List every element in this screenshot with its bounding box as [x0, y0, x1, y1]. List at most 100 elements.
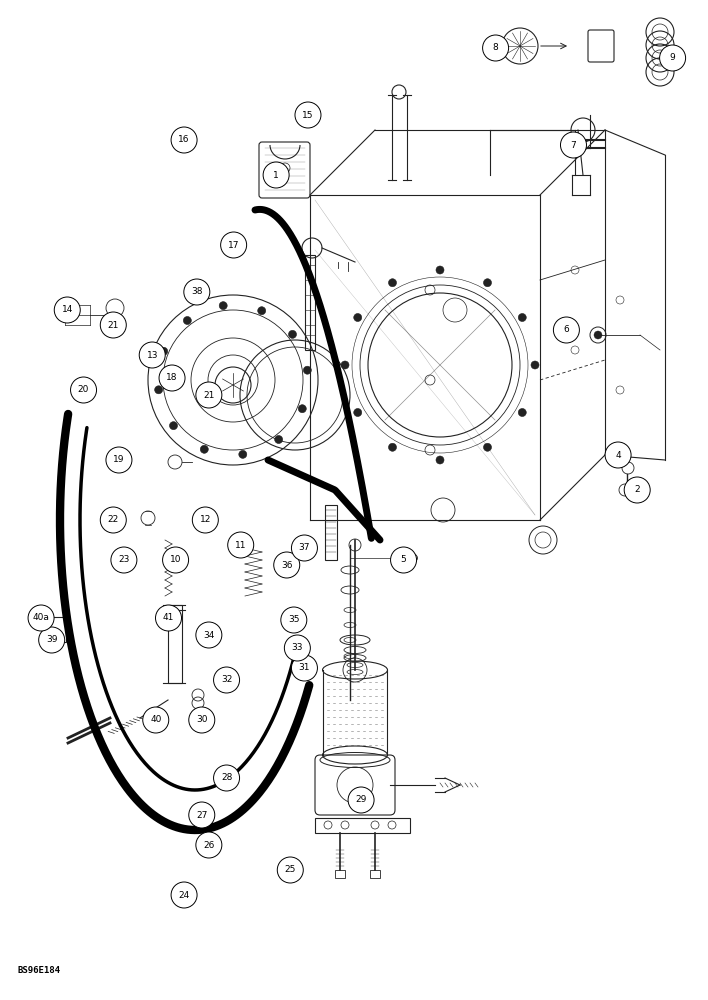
Circle shape	[171, 882, 197, 908]
Circle shape	[156, 605, 181, 631]
Circle shape	[341, 361, 349, 369]
Circle shape	[354, 408, 362, 416]
Circle shape	[169, 422, 178, 430]
Text: 16: 16	[178, 135, 190, 144]
Text: 37: 37	[299, 544, 310, 552]
Text: 27: 27	[196, 810, 207, 820]
Text: 18: 18	[166, 373, 178, 382]
Text: 40a: 40a	[33, 613, 50, 622]
Text: 41: 41	[163, 613, 174, 622]
Text: 20: 20	[78, 385, 89, 394]
Text: 40: 40	[150, 716, 161, 724]
Text: 11: 11	[235, 540, 246, 550]
Circle shape	[436, 266, 444, 274]
Circle shape	[221, 232, 246, 258]
Circle shape	[303, 366, 312, 374]
Circle shape	[389, 279, 396, 287]
Circle shape	[139, 342, 165, 368]
Text: 38: 38	[191, 288, 202, 296]
Circle shape	[483, 35, 508, 61]
Circle shape	[258, 307, 266, 315]
Circle shape	[183, 316, 191, 324]
Text: 29: 29	[355, 796, 367, 804]
Circle shape	[163, 547, 188, 573]
Circle shape	[184, 279, 210, 305]
Circle shape	[200, 445, 208, 453]
Text: 28: 28	[221, 774, 232, 782]
Text: 2: 2	[634, 486, 640, 494]
Text: 21: 21	[203, 390, 215, 399]
Bar	[315, 818, 410, 833]
Circle shape	[154, 386, 163, 394]
Text: 15: 15	[302, 110, 314, 119]
Circle shape	[239, 450, 247, 458]
Circle shape	[298, 405, 307, 413]
Circle shape	[160, 347, 168, 355]
Circle shape	[189, 707, 215, 733]
Circle shape	[219, 302, 227, 310]
Circle shape	[71, 377, 96, 403]
Text: 26: 26	[203, 840, 215, 850]
Text: 8: 8	[493, 43, 498, 52]
Text: 19: 19	[113, 456, 125, 464]
Circle shape	[55, 297, 80, 323]
Circle shape	[39, 627, 64, 653]
Circle shape	[214, 667, 239, 693]
Circle shape	[111, 547, 137, 573]
Circle shape	[285, 635, 310, 661]
Text: 25: 25	[285, 865, 296, 874]
Text: 30: 30	[196, 716, 207, 724]
Circle shape	[196, 622, 222, 648]
Text: 14: 14	[62, 306, 73, 314]
Text: 32: 32	[221, 676, 232, 684]
Circle shape	[214, 765, 239, 791]
Circle shape	[278, 857, 303, 883]
Text: 21: 21	[108, 320, 119, 330]
Text: 23: 23	[118, 556, 130, 564]
Text: 39: 39	[46, 636, 57, 645]
Text: 13: 13	[147, 351, 158, 360]
Bar	[168, 605, 182, 683]
Circle shape	[101, 312, 126, 338]
Circle shape	[531, 361, 539, 369]
Bar	[48, 617, 66, 642]
Text: 31: 31	[299, 664, 310, 672]
Circle shape	[518, 408, 526, 416]
Text: 4: 4	[615, 450, 621, 460]
Circle shape	[274, 552, 299, 578]
Circle shape	[605, 442, 631, 468]
Text: 12: 12	[200, 516, 211, 524]
Circle shape	[436, 456, 444, 464]
Circle shape	[391, 547, 416, 573]
Text: 34: 34	[203, 631, 215, 640]
Text: 17: 17	[228, 240, 239, 249]
Text: 9: 9	[670, 53, 675, 62]
Circle shape	[28, 605, 54, 631]
Text: 35: 35	[288, 615, 299, 624]
Circle shape	[288, 330, 297, 338]
Circle shape	[484, 279, 491, 287]
Text: 10: 10	[170, 556, 181, 564]
Circle shape	[143, 707, 169, 733]
Text: 33: 33	[292, 644, 303, 652]
Text: 24: 24	[178, 890, 190, 900]
Circle shape	[348, 787, 374, 813]
Circle shape	[292, 535, 317, 561]
Circle shape	[281, 607, 307, 633]
Text: 22: 22	[108, 516, 119, 524]
Circle shape	[106, 447, 132, 473]
Text: 36: 36	[281, 560, 292, 570]
Circle shape	[171, 127, 197, 153]
Circle shape	[159, 365, 185, 391]
Circle shape	[389, 443, 396, 451]
Circle shape	[594, 331, 602, 339]
Bar	[325, 505, 337, 560]
Circle shape	[189, 802, 215, 828]
Circle shape	[660, 45, 685, 71]
Circle shape	[484, 443, 491, 451]
Text: 5: 5	[401, 556, 406, 564]
Circle shape	[263, 162, 289, 188]
Circle shape	[561, 132, 586, 158]
Circle shape	[518, 314, 526, 322]
Circle shape	[554, 317, 579, 343]
